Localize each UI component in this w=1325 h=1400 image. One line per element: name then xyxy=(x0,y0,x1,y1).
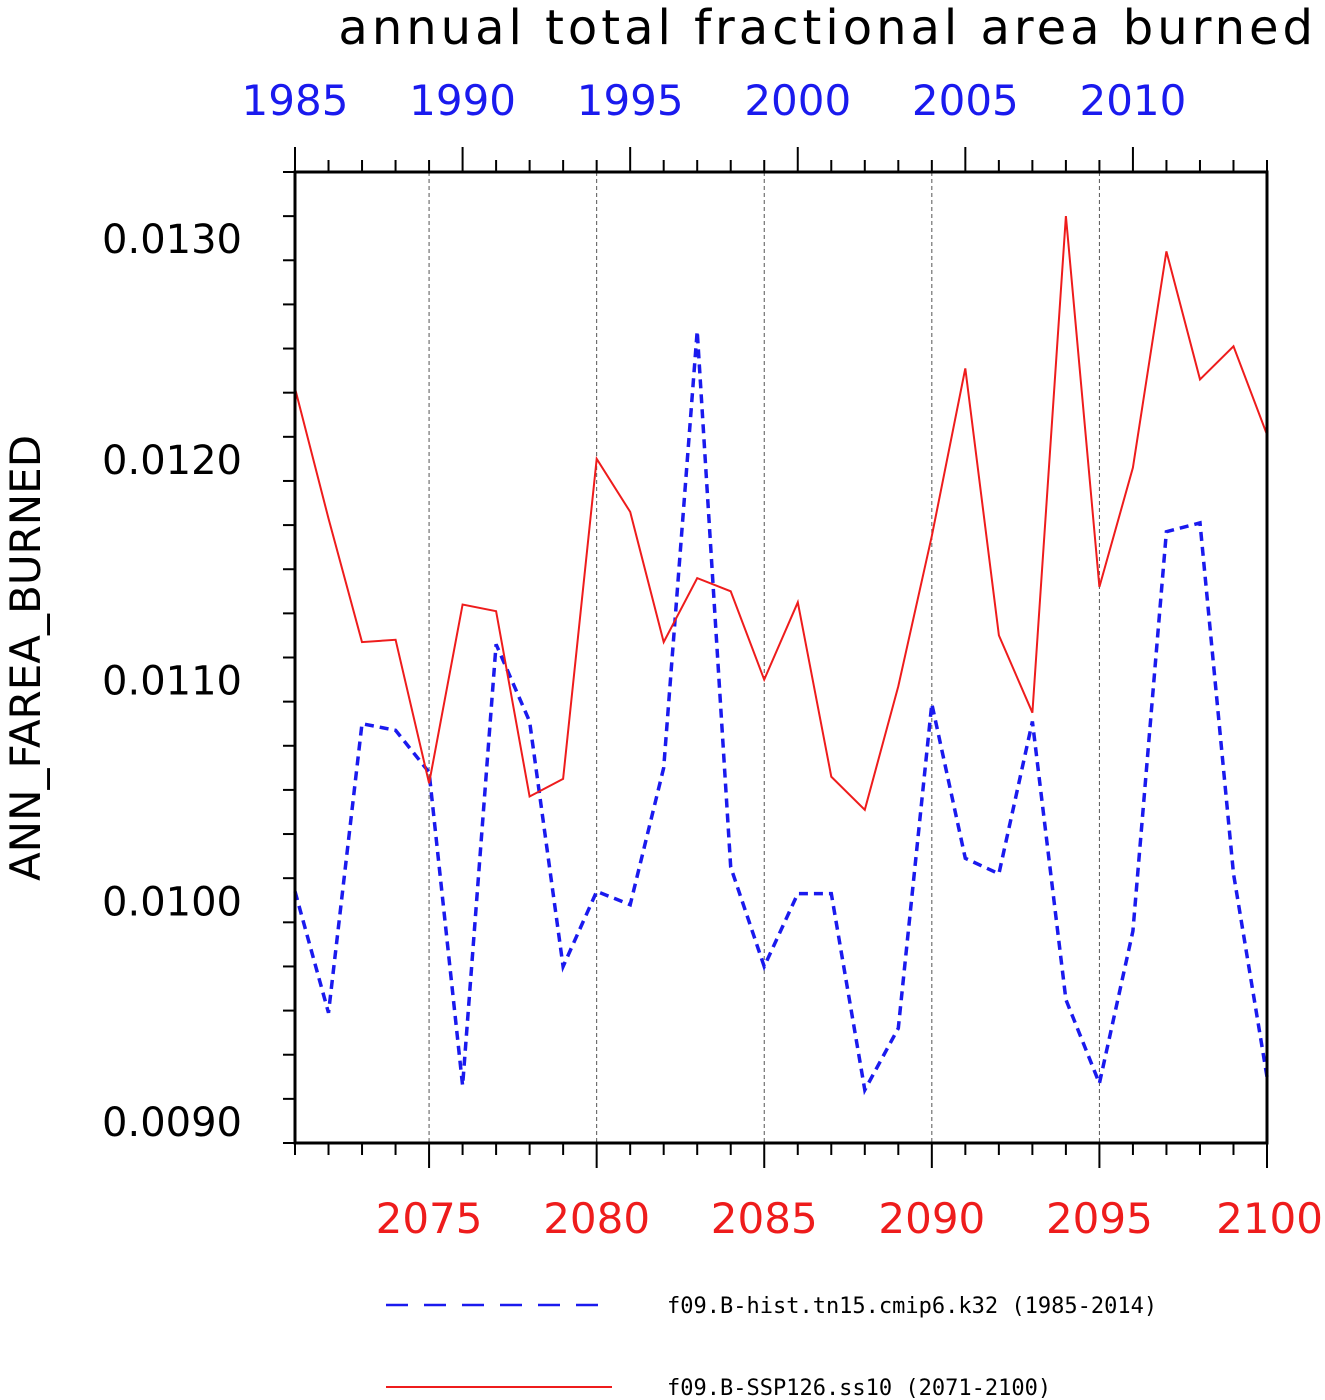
legend-label-ssp126: f09.B-SSP126.ss10 (2071-2100) xyxy=(667,1376,1051,1400)
bottom-tick-label-2085: 2085 xyxy=(711,1194,818,1243)
y-axis-label: ANN_FAREA_BURNED xyxy=(1,435,50,881)
series-line-1 xyxy=(294,216,1268,812)
bottom-tick-label-2075: 2075 xyxy=(376,1194,483,1243)
top-tick-label-2000: 2000 xyxy=(744,76,851,125)
plot-frame xyxy=(293,170,1269,1145)
y-tick-label-0.0090: 0.0090 xyxy=(102,1100,242,1146)
chart-title: annual total fractional area burned xyxy=(338,0,1317,56)
series-lines xyxy=(293,216,1269,1096)
legend-label-hist: f09.B-hist.tn15.cmip6.k32 (1985-2014) xyxy=(667,1294,1157,1319)
bottom-tick-label-2100: 2100 xyxy=(1216,1194,1323,1243)
tick-labels: 1985 1990 1995 2000 2005 2010 2075 2080 2085 2090… xyxy=(102,76,1323,1243)
y-tick-label-0.0100: 0.0100 xyxy=(102,879,242,925)
top-tick-label-1995: 1995 xyxy=(577,76,684,125)
bottom-tick-label-2095: 2095 xyxy=(1046,1194,1153,1243)
top-tick-label-1990: 1990 xyxy=(409,76,516,125)
vertical-grid xyxy=(428,172,1100,1143)
bottom-tick-label-2090: 2090 xyxy=(878,1194,985,1243)
y-tick-label-0.0130: 0.0130 xyxy=(102,217,242,263)
axis-ticks xyxy=(283,147,1268,1168)
legend: f09.B-hist.tn15.cmip6.k32 (1985-2014) f0… xyxy=(386,1294,1157,1400)
y-tick-label-0.0120: 0.0120 xyxy=(102,438,242,484)
top-tick-label-2005: 2005 xyxy=(912,76,1019,125)
top-tick-label-2010: 2010 xyxy=(1079,76,1186,125)
y-tick-label-0.0110: 0.0110 xyxy=(102,659,242,705)
series-line-0 xyxy=(293,330,1269,1096)
bottom-tick-label-2080: 2080 xyxy=(543,1194,650,1243)
top-tick-label-1985: 1985 xyxy=(242,76,349,125)
